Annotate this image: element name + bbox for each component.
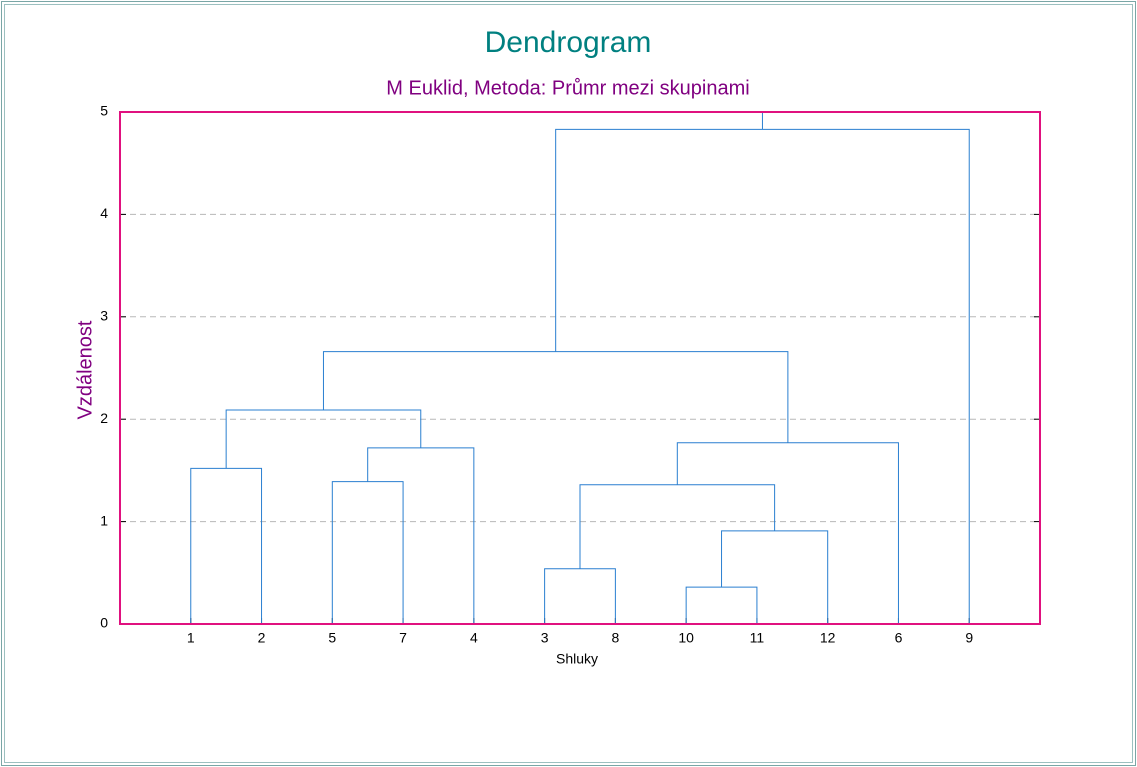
y-axis-label: Vzdálenost bbox=[74, 320, 96, 419]
dendrogram-link bbox=[331, 481, 404, 624]
y-tick-label: 2 bbox=[100, 410, 108, 426]
y-tick-label: 0 bbox=[100, 615, 108, 631]
x-tick-label: 12 bbox=[820, 630, 836, 646]
dendrogram-link bbox=[190, 467, 263, 624]
x-tick-label: 6 bbox=[895, 630, 903, 646]
chart-subtitle: M Euklid, Metoda: Průmr mezi skupinami bbox=[386, 77, 749, 99]
dendrogram-link bbox=[685, 586, 758, 624]
y-tick-label: 3 bbox=[100, 308, 108, 324]
chart-title: Dendrogram bbox=[485, 26, 652, 59]
dendrogram-link bbox=[721, 530, 829, 624]
x-tick-label: 7 bbox=[399, 630, 407, 646]
x-tick-label: 3 bbox=[541, 630, 549, 646]
x-tick-label: 8 bbox=[611, 630, 619, 646]
dendrogram-link bbox=[544, 568, 616, 624]
x-tick-label: 10 bbox=[678, 630, 694, 646]
y-tick-label: 1 bbox=[100, 512, 108, 528]
x-tick-label: 5 bbox=[328, 630, 336, 646]
x-tick-label: 4 bbox=[470, 630, 478, 646]
y-tick-label: 5 bbox=[100, 103, 108, 119]
dendrogram-link bbox=[367, 447, 475, 624]
inner-frame bbox=[4, 4, 1133, 763]
dendrogram-link bbox=[555, 128, 970, 624]
x-tick-label: 2 bbox=[258, 630, 266, 646]
plot-frame bbox=[119, 111, 1041, 625]
dendrogram-link bbox=[676, 442, 899, 624]
x-tick-label: 1 bbox=[187, 630, 195, 646]
x-axis-label: Shluky bbox=[556, 651, 598, 667]
x-tick-label: 11 bbox=[750, 630, 765, 646]
dendrogram-link bbox=[322, 351, 789, 443]
y-tick-label: 4 bbox=[100, 205, 108, 221]
dendrogram-link bbox=[579, 484, 776, 569]
x-tick-label: 9 bbox=[965, 630, 973, 646]
